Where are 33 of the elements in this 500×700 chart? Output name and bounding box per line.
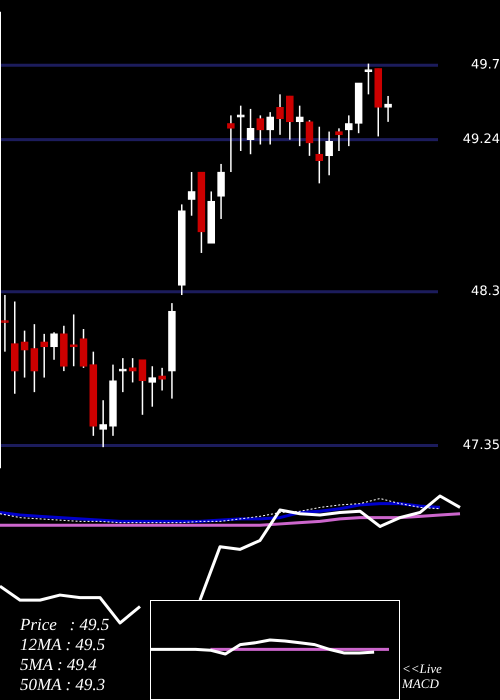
text: 50MA : 49.3 — [20, 675, 106, 695]
candlestick — [266, 111, 274, 146]
candlestick — [384, 95, 392, 123]
text: 5MA : 49.4 — [20, 655, 97, 675]
y-tick-label: 49.24 — [462, 132, 500, 148]
y-tick-label: 49.7 — [471, 58, 500, 73]
y-tick-label: 48.3 — [471, 284, 500, 300]
candlestick — [296, 104, 304, 147]
y-tick-label: 47.35 — [462, 438, 500, 453]
candlestick — [99, 399, 107, 448]
text: <<Live MACD — [402, 661, 443, 691]
candlestick — [128, 357, 136, 384]
candlestick — [315, 126, 324, 184]
candlestick — [158, 367, 166, 392]
candlestick — [335, 128, 343, 152]
candlestick — [344, 114, 353, 147]
candlestick — [50, 332, 58, 361]
candlestick — [236, 104, 245, 152]
candlestick — [138, 359, 146, 416]
text: 12MA : 49.5 — [20, 635, 106, 655]
candlestick — [256, 114, 264, 146]
candlestick — [30, 323, 38, 393]
candlestick — [188, 171, 196, 216]
candlestick — [276, 94, 284, 136]
candlestick — [40, 333, 48, 378]
candlestick — [20, 330, 28, 378]
candlestick — [217, 163, 225, 220]
candlestick — [325, 130, 333, 176]
candlestick — [246, 108, 254, 155]
candlestick — [227, 114, 235, 173]
annotation: Price : 49.5 — [20, 615, 110, 635]
candlestick — [148, 365, 156, 408]
candlestick — [306, 119, 314, 157]
